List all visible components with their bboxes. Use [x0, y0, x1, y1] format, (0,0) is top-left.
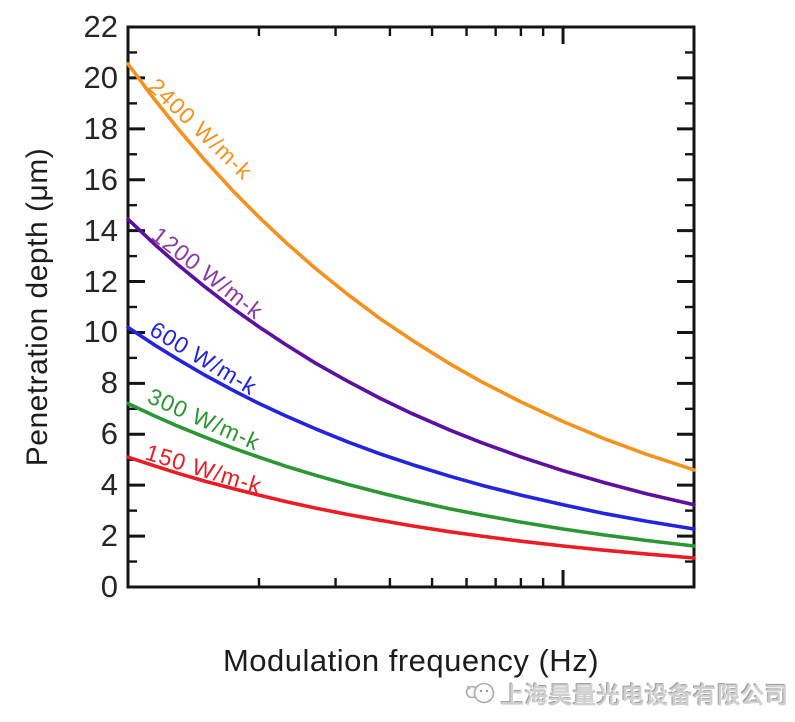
watermark-logo-icon [465, 682, 495, 704]
y-tick-label: 22 [83, 9, 118, 44]
watermark: 上海昊量光电设备有限公司 [463, 676, 789, 710]
curve-label-2400: 2400 W/m-k [144, 73, 258, 185]
y-tick-label: 20 [83, 59, 118, 95]
y-tick-label: 2 [100, 518, 118, 554]
y-tick-label: 8 [100, 365, 118, 401]
curve-2400 [126, 62, 696, 472]
y-tick-label: 14 [83, 212, 118, 248]
y-tick-label: 16 [83, 161, 118, 197]
curve-600 [126, 325, 696, 531]
y-tick-label: 0 [100, 569, 118, 604]
curve-150 [126, 455, 696, 560]
plot-frame [126, 25, 696, 589]
y-tick-label: 10 [83, 314, 118, 350]
y-tick-label: 12 [83, 263, 118, 299]
watermark-text: 上海昊量光电设备有限公司 [501, 682, 789, 708]
x-axis-title: Modulation frequency (Hz) [222, 643, 600, 678]
y-tick-label: 4 [100, 467, 118, 503]
curve-300 [126, 401, 696, 548]
curve-label-1200: 1200 W/m-k [147, 221, 269, 324]
curve-1200 [126, 217, 696, 507]
y-tick-label: 18 [83, 110, 118, 146]
y-tick-label: 6 [100, 416, 118, 452]
